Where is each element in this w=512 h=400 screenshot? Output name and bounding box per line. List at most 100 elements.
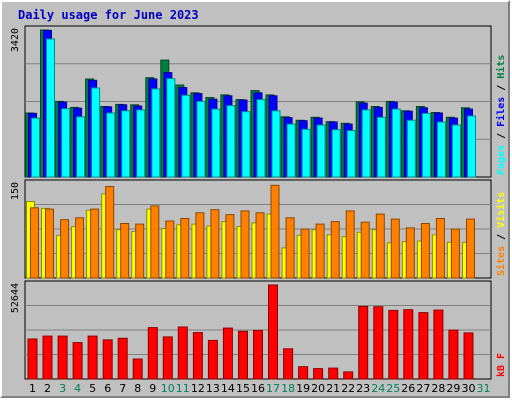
bar-sites-day-26 xyxy=(405,227,415,279)
x-tick-label-1: 1 xyxy=(29,382,36,395)
x-tick-label-31: 31 xyxy=(477,382,491,395)
bar-kb-f-day-21 xyxy=(328,367,339,380)
bar-sites-day-30 xyxy=(466,218,475,279)
x-tick-label-23: 23 xyxy=(356,382,370,395)
x-tick-label-8: 8 xyxy=(134,382,141,395)
x-tick-label-14: 14 xyxy=(221,382,235,395)
axis-label-part: Visits xyxy=(495,192,507,228)
bar-sites-day-27 xyxy=(420,223,430,279)
x-tick-label-10: 10 xyxy=(161,382,175,395)
bar-kb-f-day-5 xyxy=(87,335,98,380)
x-tick-label-17: 17 xyxy=(266,382,280,395)
chart-title: Daily usage for June 2023 xyxy=(18,8,199,22)
bar-pages-day-7 xyxy=(121,110,131,178)
x-tick-label-4: 4 xyxy=(74,382,81,395)
x-tick-label-19: 19 xyxy=(296,382,310,395)
axis-label-part: kB F xyxy=(496,353,507,377)
bar-pages-day-20 xyxy=(316,124,326,178)
bar-sites-day-17 xyxy=(270,184,280,279)
bar-kb-f-day-30 xyxy=(463,332,474,380)
panel-2-max-label: 150 xyxy=(10,182,21,200)
bar-kb-f-day-19 xyxy=(298,366,309,380)
bar-kb-f-day-7 xyxy=(117,337,128,380)
x-tick-label-15: 15 xyxy=(236,382,250,395)
bar-kb-f-day-26 xyxy=(403,309,414,380)
bar-sites-day-8 xyxy=(135,223,145,279)
bar-sites-day-14 xyxy=(225,214,235,279)
bar-kb-f-day-1 xyxy=(27,338,38,380)
x-tick-label-6: 6 xyxy=(104,382,111,395)
axis-label-part: Pages xyxy=(496,145,507,175)
x-tick-label-5: 5 xyxy=(89,382,96,395)
bar-sites-day-28 xyxy=(435,218,445,279)
x-tick-label-26: 26 xyxy=(401,382,415,395)
bar-kb-f-day-10 xyxy=(162,336,173,380)
bar-sites-day-29 xyxy=(450,228,460,279)
bar-kb-f-day-18 xyxy=(283,348,294,380)
bar-sites-day-20 xyxy=(315,223,325,279)
bar-kb-f-day-2 xyxy=(42,335,53,380)
bar-kb-f-day-22 xyxy=(343,371,354,380)
bar-kb-f-day-16 xyxy=(253,329,263,380)
bar-sites-day-18 xyxy=(285,217,295,279)
bar-kb-f-day-28 xyxy=(433,309,444,380)
bar-kb-f-day-27 xyxy=(418,312,429,380)
bar-sites-day-4 xyxy=(75,217,85,279)
bar-pages-day-11 xyxy=(181,94,191,178)
panel-3: 52644 kB F xyxy=(10,280,507,380)
bar-kb-f-day-13 xyxy=(207,339,218,380)
panel-1-axis-label: Pages / Files / Hits xyxy=(495,55,507,175)
bar-pages-day-10 xyxy=(166,78,176,178)
bar-pages-day-13 xyxy=(211,108,221,178)
bar-sites-day-11 xyxy=(180,218,190,279)
bar-pages-day-12 xyxy=(196,100,206,178)
bar-pages-day-9 xyxy=(151,88,161,178)
bar-sites-day-16 xyxy=(255,212,265,279)
x-tick-label-9: 9 xyxy=(149,382,156,395)
bar-sites-day-10 xyxy=(165,220,175,279)
bar-kb-f-day-4 xyxy=(72,342,83,380)
x-tick-label-21: 21 xyxy=(326,382,340,395)
bar-pages-day-21 xyxy=(331,129,341,178)
bar-kb-f-day-3 xyxy=(57,335,68,380)
bar-pages-day-29 xyxy=(451,124,461,178)
bar-kb-f-day-9 xyxy=(147,327,158,380)
bar-pages-day-19 xyxy=(301,128,311,178)
panel-2-axis-label: Sites / Visits xyxy=(495,192,507,276)
bar-pages-day-22 xyxy=(346,130,356,178)
bar-kb-f-day-23 xyxy=(358,306,369,380)
x-tick-label-22: 22 xyxy=(341,382,355,395)
axis-label-part: / xyxy=(496,228,507,246)
bar-pages-day-27 xyxy=(421,112,431,178)
bar-kb-f-day-25 xyxy=(388,309,399,380)
bar-kb-f-day-8 xyxy=(132,358,143,380)
bar-pages-day-17 xyxy=(271,110,281,178)
panel-2: 150 Sites / Visits xyxy=(10,179,507,279)
bar-sites-day-2 xyxy=(45,208,54,279)
x-tick-label-28: 28 xyxy=(431,382,445,395)
bar-sites-day-5 xyxy=(90,208,100,279)
bar-kb-f-day-17 xyxy=(268,284,278,380)
panel-3-max-label: 52644 xyxy=(10,283,21,313)
bar-sites-day-1 xyxy=(30,207,39,279)
bar-sites-day-22 xyxy=(345,210,355,279)
bar-sites-day-9 xyxy=(150,205,160,279)
bar-pages-day-2 xyxy=(46,38,55,178)
bar-sites-day-15 xyxy=(240,210,250,279)
bar-pages-day-25 xyxy=(391,108,401,178)
bar-pages-day-24 xyxy=(376,116,386,178)
panel-3-axis-label: kB F xyxy=(496,353,507,377)
bar-pages-day-8 xyxy=(136,109,146,178)
bar-kb-f-day-12 xyxy=(192,332,203,380)
x-tick-label-3: 3 xyxy=(59,382,66,395)
bar-pages-day-15 xyxy=(241,111,251,178)
x-tick-label-20: 20 xyxy=(311,382,325,395)
bar-pages-day-4 xyxy=(76,116,86,178)
axis-label-part: / xyxy=(496,127,507,145)
x-tick-label-27: 27 xyxy=(416,382,430,395)
bar-pages-day-14 xyxy=(226,105,236,178)
x-tick-label-13: 13 xyxy=(206,382,220,395)
x-tick-label-24: 24 xyxy=(371,382,385,395)
bar-pages-day-26 xyxy=(406,119,416,178)
bar-pages-day-16 xyxy=(256,99,266,178)
